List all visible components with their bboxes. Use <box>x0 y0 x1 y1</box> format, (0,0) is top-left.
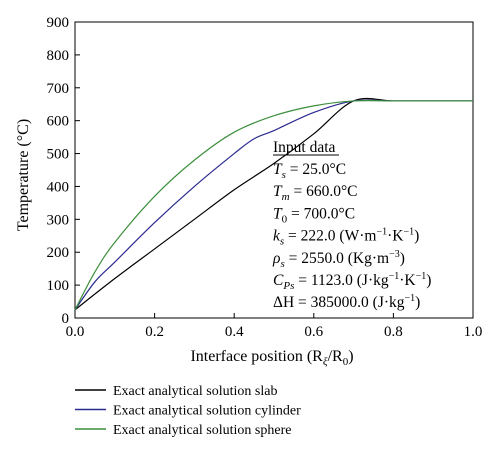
input-data-line: Tm = 660.0°C <box>273 183 357 203</box>
input-data-annotation: Input data Ts = 25.0°CTm = 660.0°CT0 = 70… <box>272 139 431 311</box>
series-line-3 <box>74 99 473 311</box>
input-data-line: T0 = 700.0°C <box>273 205 355 225</box>
x-tick-label: 0.8 <box>384 324 403 340</box>
plot-area <box>74 21 474 319</box>
y-tick-label: 800 <box>47 48 70 64</box>
x-axis-title: Interface position (Rξ/R0) <box>190 348 353 368</box>
input-data-line: Ts = 25.0°C <box>273 161 346 181</box>
x-tick-label: 0.2 <box>145 324 164 340</box>
y-tick-label: 100 <box>47 278 70 294</box>
input-data-line: ks = 222.0 (W·m−1·K−1) <box>273 227 419 248</box>
input-data-line: ρs = 2550.0 (Kg·m−3) <box>272 249 405 270</box>
input-data-line: ΔH = 385000.0 (J·kg−1) <box>273 293 420 311</box>
y-tick-label: 500 <box>47 147 70 163</box>
input-data-heading: Input data <box>273 139 336 156</box>
y-tick-label: 200 <box>47 245 70 261</box>
x-tick-label: 1.0 <box>464 324 483 340</box>
legend-label-1: Exact analytical solution slab <box>113 384 277 399</box>
series-layer <box>74 97 473 311</box>
y-tick-label: 600 <box>47 114 70 130</box>
x-tick-label: 0.4 <box>225 324 244 340</box>
legend-label-3: Exact analytical solution sphere <box>113 423 291 438</box>
y-tick-label: 900 <box>47 15 70 31</box>
input-data-line: CPs = 1123.0 (J·kg−1·K−1) <box>273 271 431 292</box>
x-tick-label: 0.0 <box>66 324 85 340</box>
plot-frame <box>74 21 474 319</box>
y-tick-label: 0 <box>62 311 70 327</box>
y-tick-label: 400 <box>47 179 70 195</box>
ticks-layer: 0.0 0.2 0.4 0.6 0.8 1.0 0 100 200 300 400 500 600 700… <box>47 15 483 340</box>
y-axis-title: Temperature (°C) <box>15 119 32 231</box>
legend-label-2: Exact analytical solution cylinder <box>113 404 301 419</box>
x-tick-label: 0.6 <box>304 324 323 340</box>
y-tick-label: 700 <box>47 81 70 97</box>
y-tick-label: 300 <box>47 212 70 228</box>
legend: Exact analytical solution slab Exact anal… <box>75 384 301 438</box>
